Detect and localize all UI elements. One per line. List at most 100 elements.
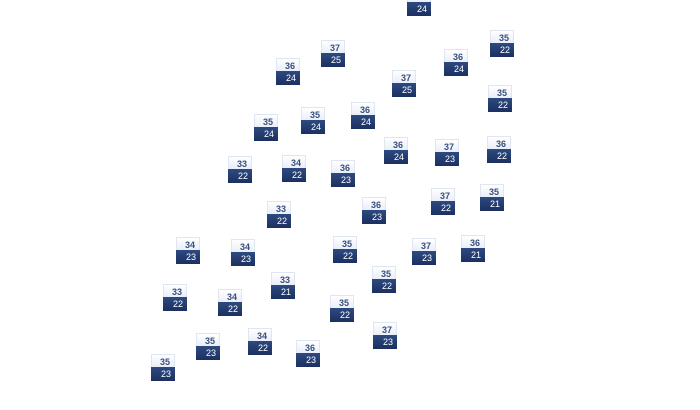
temperature-marker[interactable]: 35 22	[490, 30, 514, 57]
high-temperature: 36	[461, 235, 485, 248]
high-temperature: 36	[384, 137, 408, 150]
high-temperature: 37	[392, 70, 416, 83]
temperature-marker[interactable]: 34 22	[248, 328, 272, 355]
high-temperature: 33	[267, 201, 291, 214]
temperature-marker[interactable]: 36 24	[444, 49, 468, 76]
high-temperature: 33	[163, 284, 187, 297]
high-temperature: 35	[330, 295, 354, 308]
high-temperature: 35	[254, 114, 278, 127]
low-temperature: 23	[362, 210, 386, 224]
high-temperature: 33	[228, 156, 252, 169]
temperature-marker[interactable]: 37 25	[392, 70, 416, 97]
temperature-marker[interactable]: 33 22	[228, 156, 252, 183]
temperature-marker[interactable]: 36 23	[296, 340, 320, 367]
temperature-marker[interactable]: 35 23	[151, 354, 175, 381]
temperature-marker[interactable]: 33 21	[271, 272, 295, 299]
high-temperature: 35	[372, 266, 396, 279]
low-temperature: 22	[282, 168, 306, 182]
high-temperature: 36	[444, 49, 468, 62]
low-temperature: 22	[267, 214, 291, 228]
high-temperature: 33	[271, 272, 295, 285]
low-temperature: 22	[228, 169, 252, 183]
high-temperature: 35	[488, 85, 512, 98]
low-temperature: 22	[488, 98, 512, 112]
temperature-marker[interactable]: 36 24	[276, 58, 300, 85]
temperature-marker[interactable]: 37 25	[321, 40, 345, 67]
high-temperature: 34	[248, 328, 272, 341]
low-temperature: 24	[351, 115, 375, 129]
temperature-marker[interactable]: 35 21	[480, 184, 504, 211]
high-temperature: 36	[296, 340, 320, 353]
high-temperature: 36	[351, 102, 375, 115]
temperature-marker[interactable]: 37 23	[373, 322, 397, 349]
low-temperature: 23	[296, 353, 320, 367]
temperature-marker[interactable]: 35 22	[330, 295, 354, 322]
temperature-marker[interactable]: 33 22	[163, 284, 187, 311]
low-temperature: 23	[231, 252, 255, 266]
temperature-marker[interactable]: 35 22	[333, 236, 357, 263]
temperature-marker[interactable]: 36 21	[461, 235, 485, 262]
high-temperature: 37	[373, 322, 397, 335]
low-temperature: 23	[373, 335, 397, 349]
temperature-marker[interactable]: 35 22	[372, 266, 396, 293]
high-temperature: 37	[412, 238, 436, 251]
low-temperature: 24	[276, 71, 300, 85]
low-temperature: 24	[254, 127, 278, 141]
temperature-marker[interactable]: 36 22	[487, 136, 511, 163]
temperature-marker[interactable]: 33 22	[267, 201, 291, 228]
temperature-marker[interactable]: 35 24	[301, 107, 325, 134]
high-temperature: 36	[331, 160, 355, 173]
high-temperature: 36	[276, 58, 300, 71]
low-temperature: 22	[330, 308, 354, 322]
low-temperature: 22	[431, 201, 455, 215]
low-temperature: 24	[384, 150, 408, 164]
temperature-marker[interactable]: 37 23	[435, 139, 459, 166]
temperature-marker[interactable]: 36 24	[384, 137, 408, 164]
temperature-marker[interactable]: 34 23	[231, 239, 255, 266]
high-temperature: 34	[218, 289, 242, 302]
temperature-marker[interactable]: 34 23	[176, 237, 200, 264]
low-temperature: 23	[151, 367, 175, 381]
high-temperature: 35	[480, 184, 504, 197]
low-temperature: 21	[480, 197, 504, 211]
high-temperature: 34	[176, 237, 200, 250]
temperature-marker[interactable]: 37 23	[412, 238, 436, 265]
high-temperature: 36	[362, 197, 386, 210]
low-temperature: 22	[487, 149, 511, 163]
temperature-marker[interactable]: 35 24	[254, 114, 278, 141]
low-temperature: 22	[490, 43, 514, 57]
low-temperature: 24	[444, 62, 468, 76]
low-temperature: 25	[392, 83, 416, 97]
low-temperature: 21	[461, 248, 485, 262]
low-temperature: 23	[435, 152, 459, 166]
low-temperature: 24	[301, 120, 325, 134]
low-temperature: 22	[333, 249, 357, 263]
temperature-marker[interactable]: 36 24	[351, 102, 375, 129]
low-temperature: 25	[321, 53, 345, 67]
high-temperature: 35	[333, 236, 357, 249]
high-temperature: 35	[301, 107, 325, 120]
low-temperature: 22	[163, 297, 187, 311]
temperature-marker[interactable]: 34 22	[282, 155, 306, 182]
high-temperature: 36	[487, 136, 511, 149]
low-temperature: 23	[331, 173, 355, 187]
low-temperature: 23	[412, 251, 436, 265]
temperature-marker[interactable]: 37 22	[431, 188, 455, 215]
high-temperature: 35	[490, 30, 514, 43]
temperature-marker[interactable]: 35 22	[488, 85, 512, 112]
high-temperature: 34	[231, 239, 255, 252]
low-temperature: 23	[196, 346, 220, 360]
high-temperature	[407, 0, 431, 2]
temperature-marker[interactable]: 35 23	[196, 333, 220, 360]
temperature-marker[interactable]: 36 23	[362, 197, 386, 224]
high-temperature: 35	[196, 333, 220, 346]
temperature-marker[interactable]: 34 22	[218, 289, 242, 316]
low-temperature: 24	[407, 2, 431, 16]
temperature-marker[interactable]: 36 23	[331, 160, 355, 187]
high-temperature: 34	[282, 155, 306, 168]
low-temperature: 22	[218, 302, 242, 316]
temperature-marker[interactable]: 24	[407, 0, 431, 16]
low-temperature: 22	[248, 341, 272, 355]
high-temperature: 37	[321, 40, 345, 53]
